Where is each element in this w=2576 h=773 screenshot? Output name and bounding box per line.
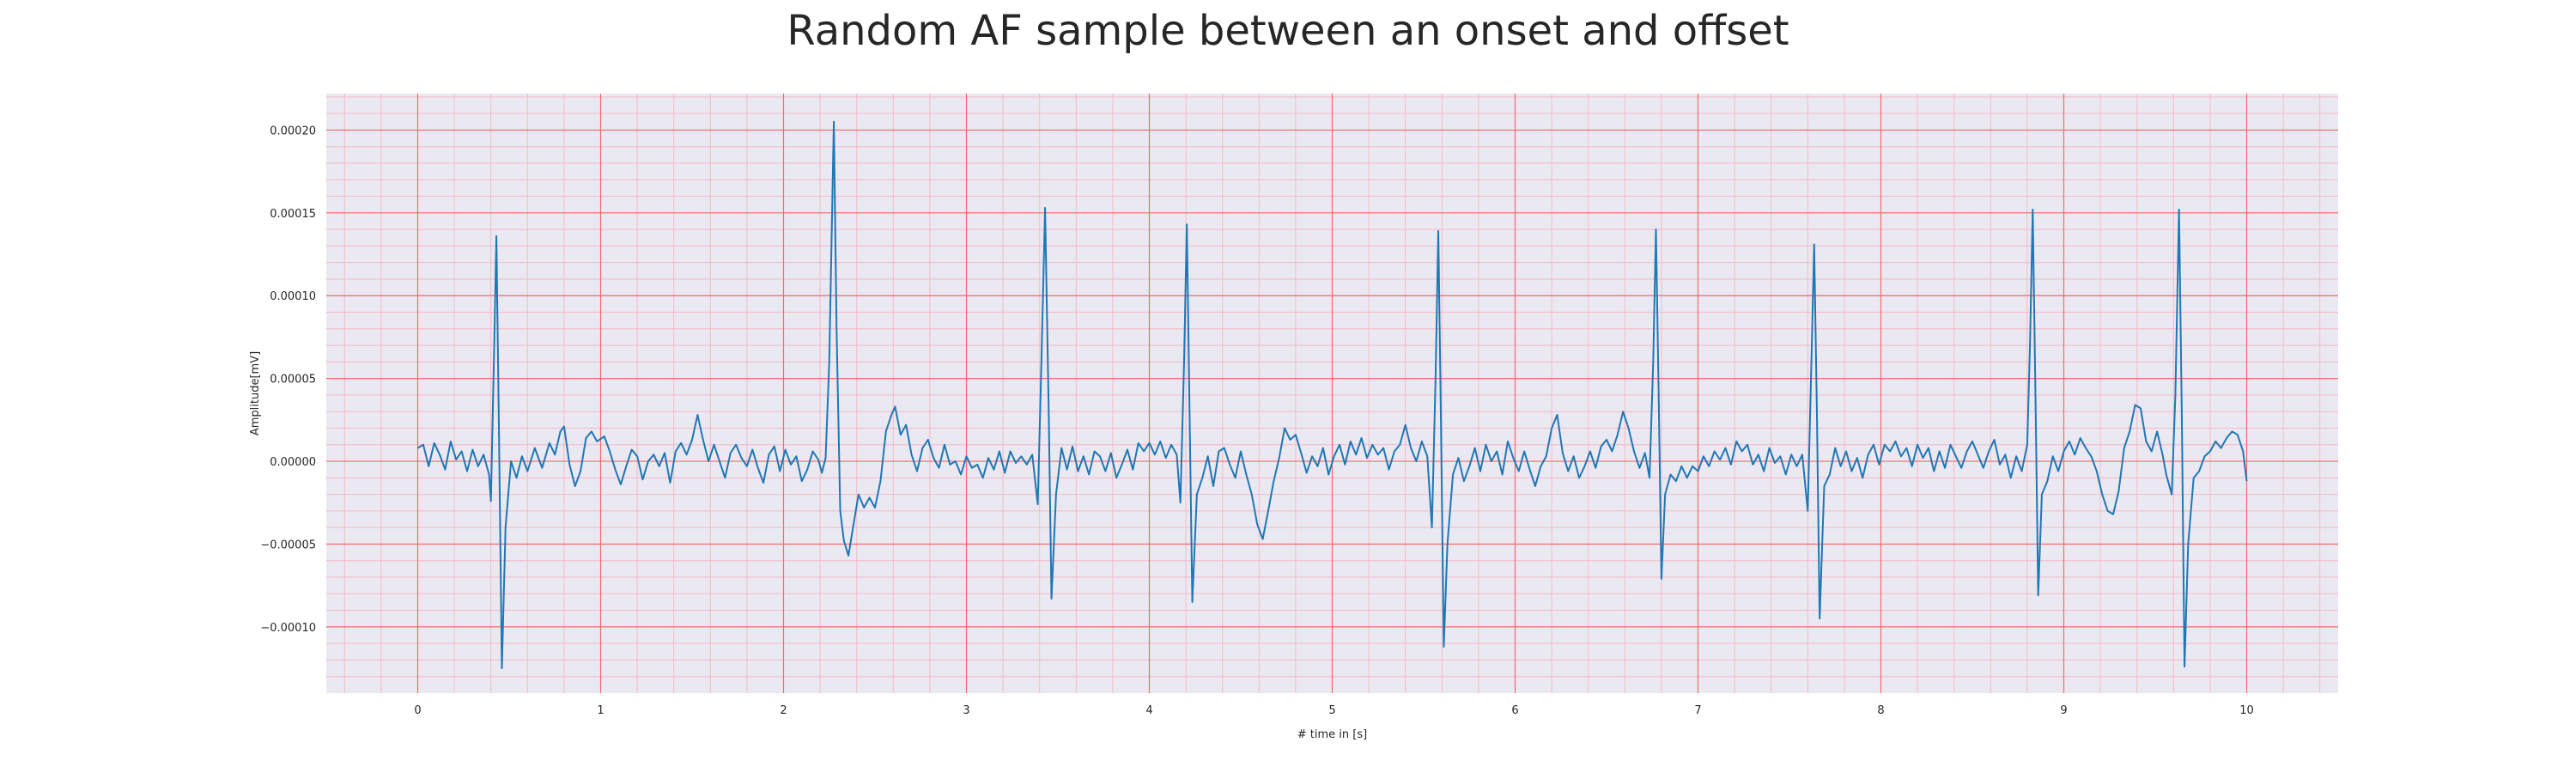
x-tick-label: 9 [2060, 704, 2067, 717]
y-tick-label: 0.00000 [270, 456, 316, 469]
x-axis-label: # time in [s] [1297, 728, 1367, 741]
x-tick-label: 1 [597, 704, 604, 717]
chart-title: Random AF sample between an onset and of… [787, 7, 1789, 55]
y-tick-label: 0.00010 [270, 290, 316, 303]
x-axis-ticks: 0 1 2 3 4 5 6 7 8 9 10 [414, 704, 2253, 717]
x-tick-label: 0 [414, 704, 421, 717]
signal-line [416, 120, 2248, 670]
y-tick-label: 0.00015 [270, 208, 316, 221]
x-tick-label: 4 [1145, 704, 1152, 717]
y-tick-label: −0.00010 [260, 622, 316, 635]
x-tick-label: 8 [1877, 704, 1884, 717]
x-tick-label: 3 [963, 704, 969, 717]
x-tick-label: 7 [1694, 704, 1701, 717]
y-tick-label: 0.00005 [270, 374, 316, 386]
y-axis-ticks: 0.00020 0.00015 0.00010 0.00005 0.00000 −0.00… [260, 125, 316, 634]
y-axis-label: Amplitude[mV] [249, 351, 262, 435]
y-tick-label: 0.00020 [270, 125, 316, 137]
x-tick-label: 6 [1511, 704, 1518, 717]
y-tick-label: −0.00005 [260, 539, 316, 551]
x-tick-label: 10 [2239, 704, 2254, 717]
x-tick-label: 2 [780, 704, 787, 717]
x-tick-label: 5 [1328, 704, 1335, 717]
